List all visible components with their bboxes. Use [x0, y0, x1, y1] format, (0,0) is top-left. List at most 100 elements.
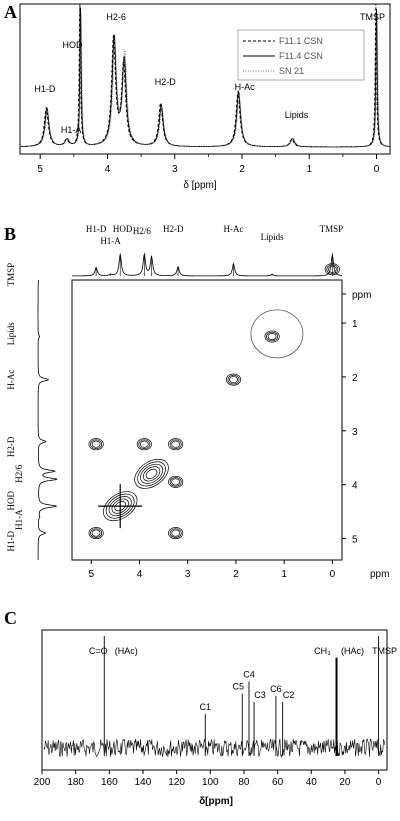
- panel-c-peak-label: C3: [254, 690, 266, 700]
- side-peak-label: H1-D: [6, 530, 16, 551]
- cross-peak: [134, 458, 169, 489]
- panel-b-letter: B: [4, 224, 16, 244]
- panel-b-y-axis: ppm 1 2 3 4 5: [342, 290, 371, 545]
- panel-c-peak-label: C6: [270, 684, 282, 694]
- contour-ring: [171, 478, 181, 486]
- top-peak-label: HOD: [113, 224, 133, 234]
- side-projection-trace: [37, 280, 58, 560]
- panel-b-contour-frame: [71, 279, 343, 561]
- contour-ring: [264, 330, 280, 343]
- contour-ring: [171, 440, 181, 448]
- panel-c-x-tick-label: 200: [34, 777, 51, 788]
- top-peak-label: TMSP: [320, 224, 344, 234]
- top-peak-label: H2-D: [163, 224, 184, 234]
- panel-b-x-axis: 5 4 3 2 1 0: [89, 560, 336, 580]
- panel-c-peak-label: C2: [283, 690, 295, 700]
- panel-a-peak-label: H1-D: [34, 84, 56, 94]
- contour-ring: [138, 439, 151, 449]
- panel-b-x-tick-label: 4: [137, 569, 143, 580]
- panel-a-x-axis-label: δ [ppm]: [183, 180, 217, 191]
- panel-a-peak-label: H2-6: [106, 12, 126, 22]
- contour-ring: [102, 491, 138, 522]
- panel-c-peak-label: C5: [233, 682, 245, 692]
- panel-a-peak-label: Lipids: [285, 110, 309, 120]
- panel-a-peak-label: HOD: [63, 40, 84, 50]
- contour-ring: [111, 498, 129, 514]
- panel-a-x-tick-label: 4: [105, 164, 111, 175]
- contour-ring: [139, 440, 149, 448]
- spectrum-trace-3: [20, 13, 390, 148]
- contour-ring: [266, 331, 279, 342]
- panel-b-x-axis-label: ppm: [370, 569, 389, 580]
- contour-ring: [145, 468, 158, 479]
- panel-b-y-tick-label: 5: [352, 534, 358, 545]
- panel-c-x-tick-label: 160: [101, 777, 118, 788]
- contour-ring: [171, 529, 181, 537]
- contour-ring: [90, 439, 103, 449]
- panel-b-y-tick-label: 1: [352, 319, 358, 330]
- side-peak-label: HOD: [6, 491, 16, 511]
- contour-ring: [227, 374, 240, 385]
- cross-peak: [168, 475, 184, 488]
- top-projection-trace: [72, 253, 342, 277]
- contour-ring: [168, 438, 184, 451]
- panel-a-legend: F11.1 CSN F11.4 CSN SN 21: [237, 29, 365, 81]
- panel-b-x-tick-label: 2: [233, 569, 239, 580]
- panel-b-y-tick-label: ppm: [352, 290, 371, 301]
- top-peak-label: H1-D: [86, 224, 107, 234]
- panel-a-x-tick-label: 2: [239, 164, 245, 175]
- panel-c-noise-trace: [43, 738, 386, 759]
- top-peak-label: H-Ac: [224, 224, 244, 234]
- panel-b-x-tick-label: 3: [185, 569, 191, 580]
- panel-a-x-axis: 5 4 3 2 1 0: [37, 154, 380, 175]
- contour-ring: [326, 264, 339, 274]
- side-peak-label: Lipids: [6, 322, 16, 345]
- panel-a-x-tick-label: 1: [306, 164, 312, 175]
- cross-peak: [225, 373, 242, 386]
- legend-box: [237, 29, 365, 81]
- noise-trace: [43, 738, 386, 759]
- panel-c-x-tick-label: 100: [202, 777, 219, 788]
- top-peak-label: H1-A: [100, 236, 121, 246]
- contour-ring: [91, 440, 101, 448]
- panel-a-peak-labels: H1-D H1-A HOD H2-6 H2-D H-Ac Lipids TMSP: [34, 12, 385, 135]
- panel-a-peak-label: H2-D: [155, 77, 177, 87]
- panel-c-x-tick-label: 40: [306, 777, 318, 788]
- panel-c-peak-label: C4: [243, 670, 255, 680]
- panel-c-peak-label: C1: [199, 702, 211, 712]
- cross-peak: [98, 484, 143, 529]
- cross-peak: [136, 438, 152, 451]
- panel-c-x-tick-label: 140: [135, 777, 152, 788]
- panel-a-peak-label: H-Ac: [235, 82, 255, 92]
- contour-ring: [169, 528, 182, 538]
- panel-c-x-tick-label: 120: [168, 777, 185, 788]
- contour-ring: [91, 529, 101, 537]
- panel-b-cross-peaks: [88, 263, 340, 540]
- contour-ring: [134, 458, 169, 489]
- cross-peak: [264, 330, 280, 343]
- panel-a-letter: A: [4, 2, 17, 22]
- contour-ring: [90, 528, 103, 538]
- contour-ring: [137, 461, 166, 487]
- side-peak-label: TMSP: [6, 263, 16, 287]
- panel-c-peak-label: TMSP: [372, 646, 397, 656]
- contour-ring: [108, 496, 132, 517]
- panel-a-peak-label: TMSP: [360, 12, 385, 22]
- lipids-highlight-circle: [250, 309, 304, 359]
- cross-peak: [168, 438, 184, 451]
- side-peak-label: H-Ac: [6, 370, 16, 390]
- contour-ring: [328, 265, 337, 273]
- panel-b-top-projection: [72, 252, 342, 277]
- legend-entry-2: F11.4 CSN: [279, 51, 323, 61]
- legend-entry-3: SN 21: [279, 66, 304, 76]
- panel-c-x-tick-label: 180: [67, 777, 84, 788]
- cross-peak: [88, 527, 104, 540]
- panel-c-peaks: [103, 636, 380, 756]
- contour-ring: [105, 493, 135, 519]
- panel-c-peak-note: (HAc): [341, 646, 364, 656]
- panel-b-y-tick-label: 2: [352, 373, 358, 384]
- panel-c-x-tick-label: 0: [376, 777, 382, 788]
